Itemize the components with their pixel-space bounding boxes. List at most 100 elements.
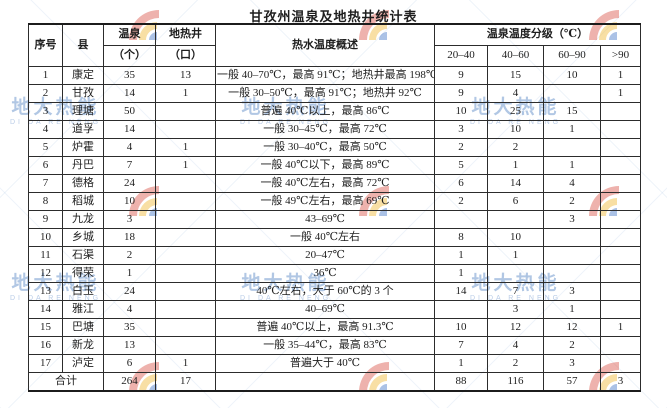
cell-g4: 1	[600, 318, 641, 337]
header-grading: 温泉温度分级（℃）	[434, 23, 641, 46]
cell-g2: 6	[487, 192, 544, 211]
cell-g4	[600, 156, 641, 175]
cell-g1: 10	[434, 318, 488, 337]
cell-g1: 8	[434, 228, 488, 247]
header-overview: 热水温度概述	[215, 23, 435, 67]
header-springs-unit: （个）	[103, 45, 156, 67]
cell-no: 9	[28, 210, 63, 229]
total-grade-20-40: 88	[434, 372, 488, 392]
total-row: 合计 264 17 88 116 57 3	[28, 372, 641, 392]
cell-g2: 12	[487, 318, 544, 337]
table-row: 12 得荣 1 36℃ 1	[28, 264, 641, 283]
cell-g3	[543, 138, 601, 157]
table-row: 8 稻城 10 一般 49℃左右，最高 69℃ 2 6 2	[28, 192, 641, 211]
total-label: 合计	[28, 372, 104, 392]
cell-g4	[600, 336, 641, 355]
cell-g4	[600, 102, 641, 121]
cell-g2: 2	[487, 354, 544, 373]
cell-no: 5	[28, 138, 63, 157]
cell-no: 17	[28, 354, 63, 373]
cell-springs: 2	[103, 246, 156, 265]
cell-no: 15	[28, 318, 63, 337]
cell-no: 4	[28, 120, 63, 139]
header-grade-gt90: >90	[600, 45, 641, 67]
cell-overview: 一般 49℃左右，最高 69℃	[215, 192, 435, 211]
cell-county: 新龙	[62, 336, 104, 355]
cell-springs: 7	[103, 156, 156, 175]
cell-g2: 15	[487, 66, 544, 85]
cell-springs: 13	[103, 336, 156, 355]
header-row-2: （个） （口） 20–40 40–60 60–90 >90	[29, 45, 641, 67]
cell-wells: 1	[155, 354, 216, 373]
cell-county: 炉霍	[62, 138, 104, 157]
cell-springs: 14	[103, 120, 156, 139]
header-county: 县	[62, 23, 104, 67]
cell-g1: 1	[434, 246, 488, 265]
header-row-1: 序号 县 温泉 地热井 热水温度概述 温泉温度分级（℃）	[28, 23, 641, 67]
header-wells-unit: （口）	[155, 45, 216, 67]
cell-g2: 14	[487, 174, 544, 193]
statistics-table: 序号 县 温泉 地热井 热水温度概述 温泉温度分级（℃） （个） （口） 20–…	[28, 23, 641, 392]
cell-wells	[155, 300, 216, 319]
cell-g1: 3	[434, 120, 488, 139]
cell-springs: 1	[103, 264, 156, 283]
table-row: 4 道孚 14 一般 30–45℃，最高 72℃ 3 10 1	[28, 120, 641, 139]
cell-county: 丹巴	[62, 156, 104, 175]
cell-g2: 10	[487, 228, 544, 247]
cell-g4	[600, 210, 641, 229]
cell-g3: 3	[543, 354, 601, 373]
cell-g3	[543, 84, 601, 103]
cell-g3: 3	[543, 210, 601, 229]
cell-overview: 一般 35–44℃，最高 83℃	[215, 336, 435, 355]
cell-no: 14	[28, 300, 63, 319]
cell-g1	[434, 300, 488, 319]
cell-overview: 普遍 40℃以上，最高 91.3℃	[215, 318, 435, 337]
total-springs: 264	[103, 372, 156, 392]
cell-wells	[155, 174, 216, 193]
cell-wells: 1	[155, 84, 216, 103]
header-grade-60-90: 60–90	[543, 45, 601, 67]
cell-overview: 一般 30–50℃，最高 91℃；地热井 92℃	[215, 84, 435, 103]
cell-g3: 4	[543, 174, 601, 193]
cell-springs: 3	[103, 210, 156, 229]
cell-no: 1	[28, 66, 63, 85]
cell-g1: 10	[434, 102, 488, 121]
cell-g4	[600, 138, 641, 157]
cell-no: 2	[28, 84, 63, 103]
cell-county: 道孚	[62, 120, 104, 139]
cell-no: 11	[28, 246, 63, 265]
table-row: 1 康定 35 13 一般 40–70℃，最高 91℃；地热井最高 198℃ 9 15 10 1	[28, 66, 641, 85]
cell-g1: 9	[434, 84, 488, 103]
cell-springs: 10	[103, 192, 156, 211]
cell-wells	[155, 318, 216, 337]
cell-no: 10	[28, 228, 63, 247]
total-overview	[215, 372, 435, 392]
table-body: 1 康定 35 13 一般 40–70℃，最高 91℃；地热井最高 198℃ 9 15 10 1…	[28, 66, 641, 373]
cell-springs: 35	[103, 318, 156, 337]
table-header: 序号 县 温泉 地热井 热水温度概述 温泉温度分级（℃） （个） （口） 20–…	[28, 23, 641, 67]
header-grade-40-60: 40–60	[487, 45, 544, 67]
cell-wells: 1	[155, 156, 216, 175]
cell-g1: 1	[434, 264, 488, 283]
table-row: 17 泸定 6 1 普遍大于 40℃ 1 2 3	[28, 354, 641, 373]
cell-g2	[487, 210, 544, 229]
cell-no: 13	[28, 282, 63, 301]
cell-wells	[155, 336, 216, 355]
cell-overview: 普遍 40℃以上，最高 86℃	[215, 102, 435, 121]
cell-g1: 14	[434, 282, 488, 301]
cell-g3: 12	[543, 318, 601, 337]
cell-g3	[543, 228, 601, 247]
cell-overview: 一般 40℃左右，最高 72℃	[215, 174, 435, 193]
cell-g2: 3	[487, 300, 544, 319]
table-row: 15 巴塘 35 普遍 40℃以上，最高 91.3℃ 10 12 12 1	[28, 318, 641, 337]
cell-g4: 1	[600, 84, 641, 103]
table-footer: 合计 264 17 88 116 57 3	[28, 372, 641, 392]
cell-springs: 14	[103, 84, 156, 103]
cell-g4	[600, 192, 641, 211]
cell-g1: 6	[434, 174, 488, 193]
cell-county: 石渠	[62, 246, 104, 265]
cell-county: 巴塘	[62, 318, 104, 337]
cell-g3	[543, 264, 601, 283]
cell-g1: 7	[434, 336, 488, 355]
cell-no: 8	[28, 192, 63, 211]
